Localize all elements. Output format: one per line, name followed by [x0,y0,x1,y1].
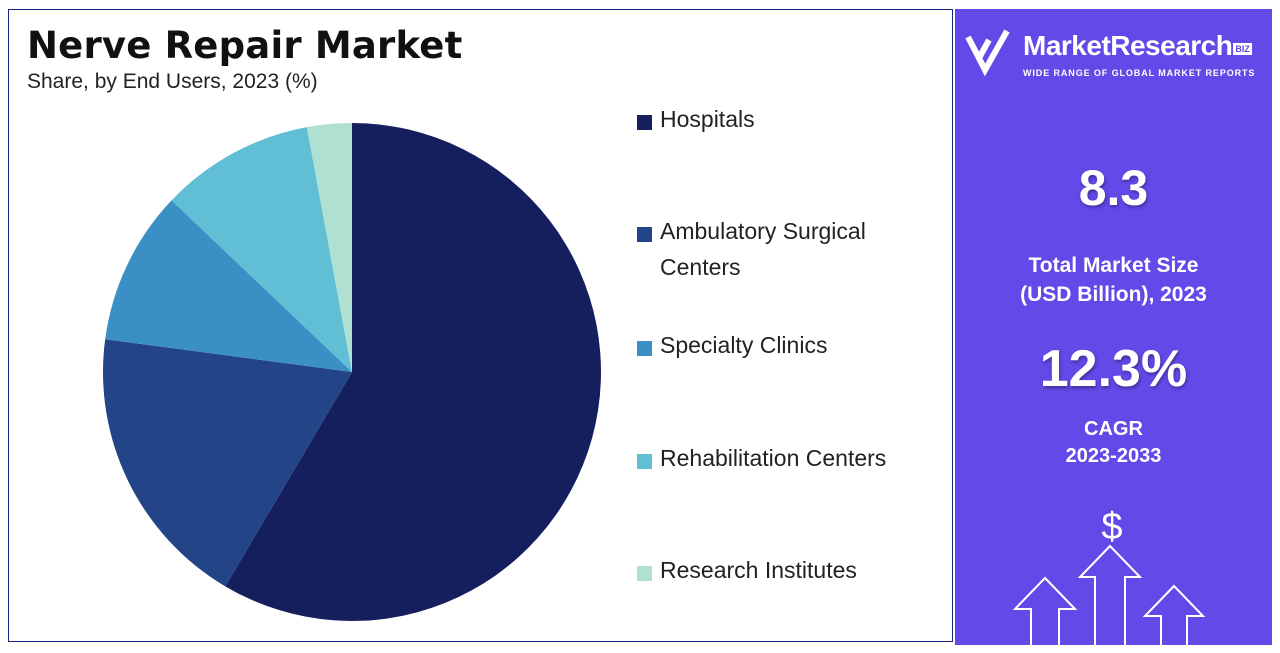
legend-swatch [637,566,652,581]
legend-label: Hospitals [660,106,755,132]
up-arrow-left-icon [1012,576,1078,645]
checkmark-logo-icon [965,29,1010,77]
pie-slice-research-institutes [306,123,352,372]
brand-tagline: WIDE RANGE OF GLOBAL MARKET REPORTS [1023,68,1256,78]
legend-swatch [637,454,652,469]
pie-chart [102,123,602,621]
pie-slice-specialty-clinics [105,200,352,372]
legend-swatch [637,227,652,242]
pie-slice-ambulatory-surgical-centers [102,339,352,587]
up-arrow-center-icon [1077,544,1143,645]
cagr-label-line2: 2023-2033 [1065,445,1162,467]
cagr-value: 12.3% [1039,340,1188,398]
chart-subtitle: Share, by End Users, 2023 (%) [27,70,318,93]
brand-logo: MarketResearch BIZ WIDE RANGE OF GLOBAL M… [965,27,1270,89]
chart-title: Nerve Repair Market [27,24,463,67]
growth-arrows-icon: $ [1012,506,1206,645]
pie-slice-hospitals [225,123,602,621]
legend-item-rehabilitation-centers: Rehabilitation Centers [637,445,930,476]
brand-badge: BIZ [1233,43,1252,55]
legend-label: Ambulatory Surgical Centers [660,218,866,280]
market-size-value: 8.3 [1078,160,1149,216]
legend-item-specialty-clinics: Specialty Clinics [637,332,930,363]
legend-label: Specialty Clinics [660,332,828,358]
chart-panel: Nerve Repair Market Share, by End Users,… [8,9,953,642]
legend-item-hospitals: Hospitals [637,106,930,137]
market-size-label-line2: (USD Billion), 2023 [1020,283,1207,306]
legend-label: Rehabilitation Centers [660,445,887,471]
legend-swatch [637,115,652,130]
pie-slice-rehabilitation-centers [171,127,352,373]
market-size-label-line1: Total Market Size [1028,254,1199,277]
up-arrow-right-icon [1142,584,1206,645]
legend: Hospitals Ambulatory Surgical Centers Spec… [637,10,947,643]
legend-swatch [637,341,652,356]
legend-label: Research Institutes [660,557,857,583]
cagr-label-line1: CAGR [1084,418,1143,440]
legend-item-research-institutes: Research Institutes [637,557,930,588]
legend-item-ambulatory-surgical-centers: Ambulatory Surgical Centers [637,218,930,285]
brand-name: MarketResearch BIZ [1023,30,1252,61]
dollar-icon: $ [1101,506,1122,548]
summary-panel: MarketResearch BIZ WIDE RANGE OF GLOBAL M… [955,9,1272,645]
